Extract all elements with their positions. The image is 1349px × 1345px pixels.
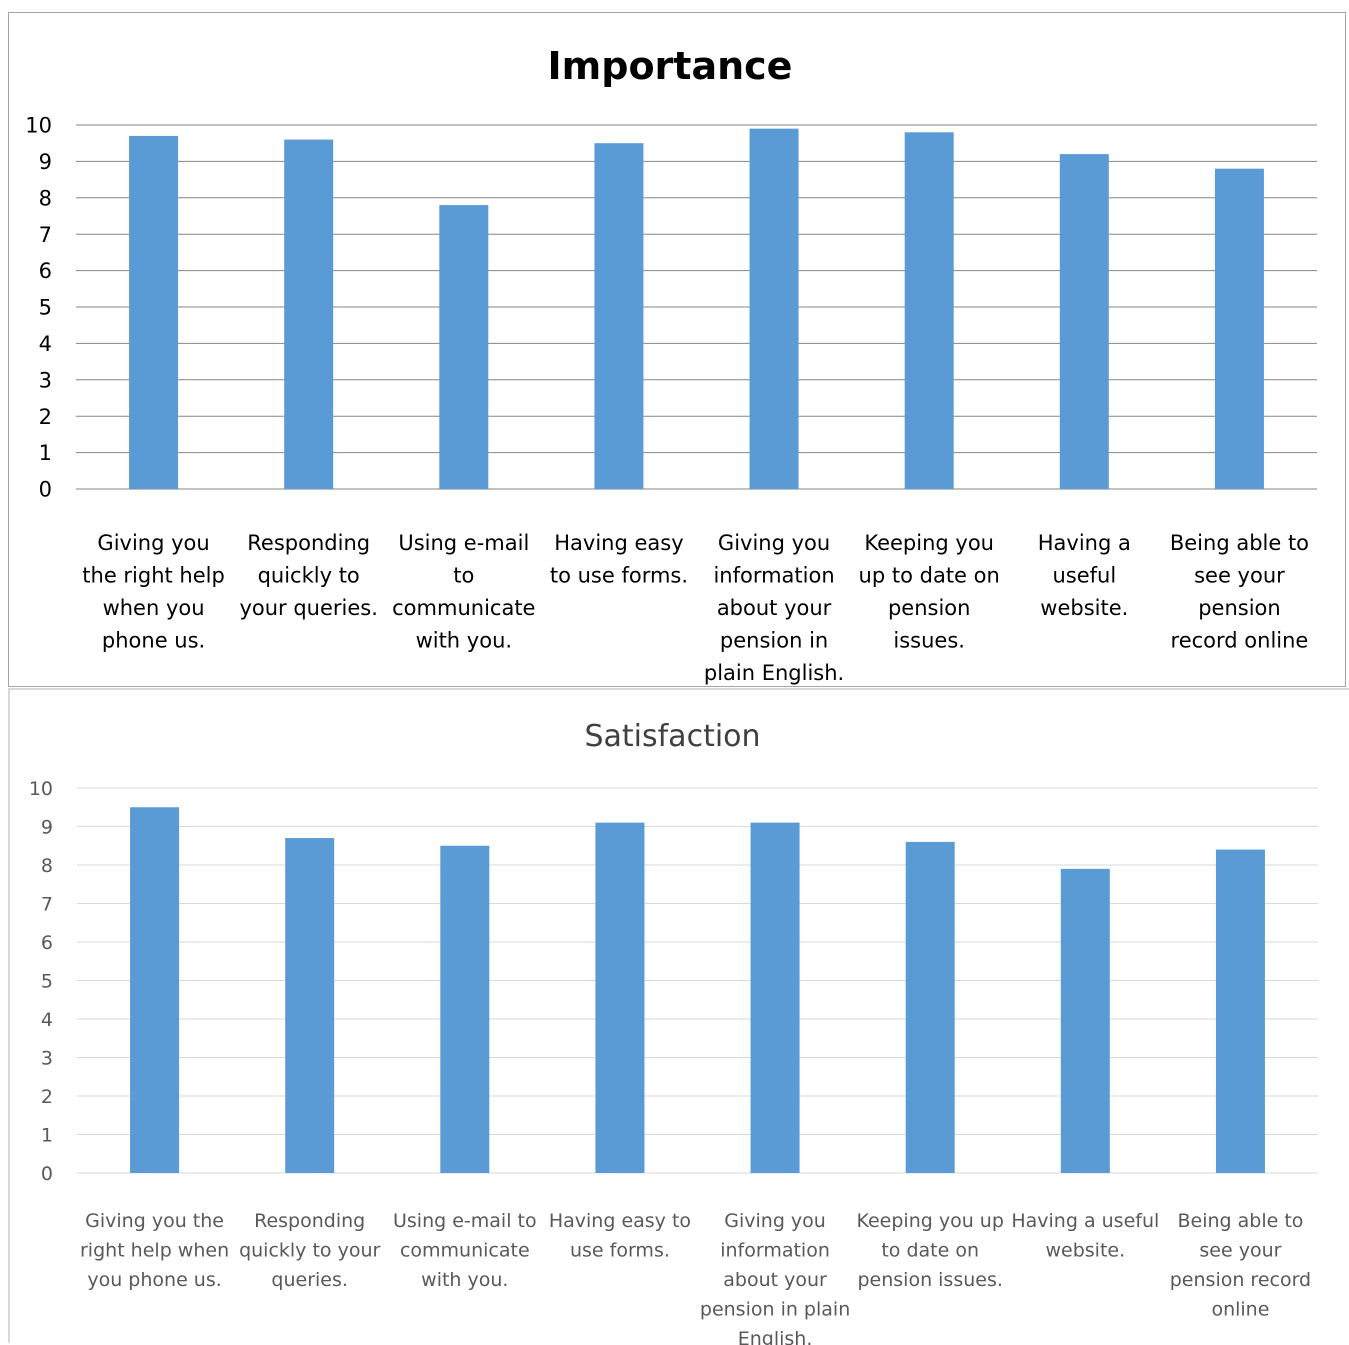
satisfaction-y-tick-label: 10 xyxy=(29,778,53,800)
importance-bar xyxy=(594,143,644,489)
satisfaction-category-label: Keeping you up to date on pension issues. xyxy=(856,1210,1003,1291)
importance-chart-title: Importance xyxy=(548,44,793,88)
importance-y-tick-label: 1 xyxy=(39,441,52,465)
importance-category-label: Giving you the right help when you phone us… xyxy=(82,531,225,653)
satisfaction-bar xyxy=(130,807,180,1173)
importance-bar xyxy=(749,128,799,489)
importance-y-tick-label: 3 xyxy=(39,368,52,392)
importance-bar xyxy=(284,139,334,489)
satisfaction-y-tick-label: 0 xyxy=(41,1163,53,1185)
importance-chart: Importance 0 1 2 3 4 5 6 7 8 9 10 Giving you the righ… xyxy=(25,44,1317,685)
satisfaction-category-label: Giving you the right help when you phone u… xyxy=(80,1210,229,1291)
satisfaction-y-tick-label: 4 xyxy=(41,1009,53,1031)
satisfaction-y-tick-label: 7 xyxy=(41,893,53,915)
importance-category-label: Being able to see your pension record onlin… xyxy=(1170,531,1309,653)
satisfaction-chart-panel: Satisfaction 0 1 2 3 4 5 6 7 8 9 10 Giving you the ri… xyxy=(8,688,1349,1345)
importance-bar xyxy=(1214,168,1264,489)
importance-category-label: Having a useful website. xyxy=(1038,531,1131,620)
satisfaction-category-label: Using e-mail to communicate with you. xyxy=(393,1210,537,1291)
satisfaction-bar xyxy=(285,838,335,1173)
importance-y-tick-label: 9 xyxy=(39,150,52,174)
satisfaction-category-label: Having a useful website. xyxy=(1011,1210,1159,1262)
importance-bar xyxy=(129,135,179,490)
satisfaction-y-tick-label: 1 xyxy=(41,1124,53,1146)
importance-y-tick-label: 10 xyxy=(25,114,52,138)
satisfaction-y-tick-label: 9 xyxy=(41,816,53,838)
importance-bar xyxy=(439,205,489,489)
satisfaction-category-label: Having easy to use forms. xyxy=(549,1210,691,1262)
satisfaction-y-tick-label: 3 xyxy=(41,1047,53,1069)
satisfaction-y-tick-label: 6 xyxy=(41,932,53,954)
importance-y-tick-label: 5 xyxy=(39,296,52,320)
satisfaction-bar xyxy=(905,841,955,1173)
importance-y-tick-label: 4 xyxy=(39,332,52,356)
importance-category-label: Keeping you up to date on pension issues. xyxy=(859,531,1000,653)
satisfaction-chart: Satisfaction 0 1 2 3 4 5 6 7 8 9 10 Giving you the ri… xyxy=(29,719,1318,1345)
importance-bar xyxy=(1059,154,1109,489)
satisfaction-y-tick-label: 5 xyxy=(41,970,53,992)
satisfaction-category-label: Being able to see your pension record onlin… xyxy=(1170,1210,1311,1321)
importance-category-label: Giving you information about your pension i… xyxy=(704,531,844,685)
satisfaction-bar xyxy=(1060,868,1110,1173)
importance-y-tick-label: 0 xyxy=(39,478,52,502)
importance-bar xyxy=(904,132,954,489)
importance-y-tick-label: 6 xyxy=(39,259,52,283)
importance-category-label: Having easy to use forms. xyxy=(550,531,688,588)
importance-chart-panel: Importance 0 1 2 3 4 5 6 7 8 9 10 Giving you the righ… xyxy=(8,12,1346,687)
satisfaction-category-label: Giving you information about your pension i… xyxy=(700,1210,850,1345)
importance-category-label: Using e-mail to communicate with you. xyxy=(392,531,535,653)
satisfaction-bar xyxy=(1215,849,1265,1173)
satisfaction-bar xyxy=(750,822,800,1173)
satisfaction-category-label: Responding quickly to your queries. xyxy=(239,1210,380,1291)
importance-y-tick-label: 8 xyxy=(39,186,52,210)
satisfaction-chart-title: Satisfaction xyxy=(584,719,760,754)
importance-y-tick-label: 7 xyxy=(39,223,52,247)
satisfaction-bar xyxy=(440,845,490,1173)
importance-category-label: Responding quickly to your queries. xyxy=(239,531,377,620)
importance-y-tick-label: 2 xyxy=(39,405,52,429)
satisfaction-y-tick-label: 2 xyxy=(41,1086,53,1108)
satisfaction-y-tick-label: 8 xyxy=(41,855,53,877)
satisfaction-bar xyxy=(595,822,645,1173)
